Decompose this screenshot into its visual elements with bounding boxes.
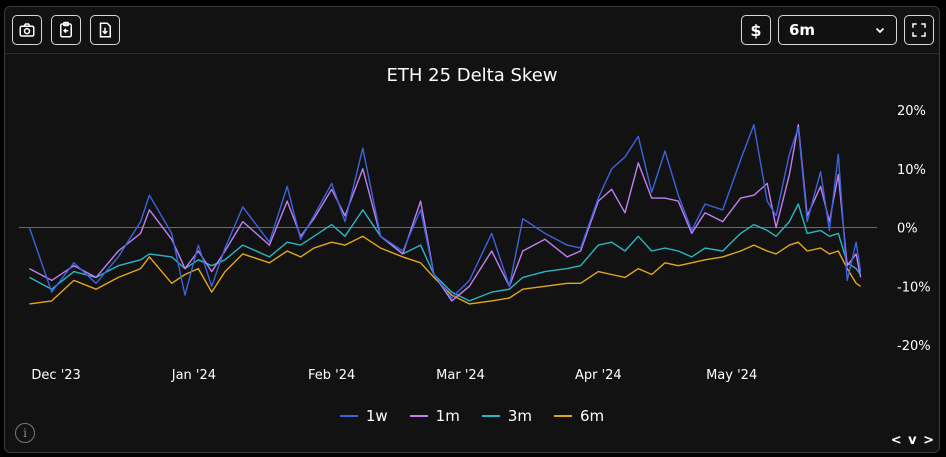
series-line-3m	[29, 203, 862, 302]
chart-legend: 1w 1m 3m 6m	[5, 407, 939, 425]
fullscreen-button[interactable]	[904, 15, 934, 45]
line-chart: 20% 10% 0% -10% -20% Dec '23 Jan '24 Feb '24 Mar…	[19, 104, 931, 383]
screenshot-button[interactable]	[12, 15, 42, 45]
x-tick-label: Feb '24	[308, 368, 355, 383]
info-icon[interactable]: i	[15, 423, 35, 443]
legend-label: 1w	[365, 407, 388, 425]
y-tick-label: 10%	[897, 163, 926, 178]
legend-item-3m[interactable]: 3m	[481, 407, 532, 425]
currency-button[interactable]: $	[741, 15, 771, 45]
currency-label: $	[750, 20, 762, 40]
series-line-6m	[29, 235, 861, 305]
copy-button[interactable]	[51, 15, 81, 45]
chevron-down-icon	[875, 27, 885, 34]
y-tick-label: 20%	[897, 104, 926, 119]
download-button[interactable]	[90, 15, 120, 45]
series-line-1w	[28, 123, 862, 299]
camera-icon	[19, 23, 35, 37]
x-tick-label: Apr '24	[575, 368, 622, 383]
y-tick-label: 0%	[897, 222, 918, 237]
y-tick-label: -20%	[897, 339, 931, 354]
download-file-icon	[99, 22, 111, 38]
period-select-value: 6m	[789, 21, 816, 39]
clipboard-copy-icon	[60, 21, 72, 38]
legend-swatch	[409, 415, 428, 417]
legend-item-1w[interactable]: 1w	[339, 407, 388, 425]
x-tick-label: Mar '24	[436, 368, 485, 383]
x-tick-label: Dec '23	[31, 368, 80, 383]
y-tick-label: -10%	[897, 280, 931, 295]
legend-item-6m[interactable]: 6m	[553, 407, 605, 425]
chart-nav-control[interactable]: < v >	[890, 433, 935, 448]
legend-swatch	[481, 415, 500, 417]
x-tick-label: Jan '24	[171, 368, 216, 383]
legend-swatch	[339, 415, 358, 417]
chart-panel: $ 6m ETH 25 Delta Skew 20% 10% 0% -10% -20% D…	[4, 6, 940, 453]
legend-label: 3m	[507, 407, 532, 425]
x-tick-label: May '24	[706, 368, 757, 383]
legend-item-1m[interactable]: 1m	[409, 407, 460, 425]
legend-label: 6m	[579, 407, 605, 425]
legend-swatch	[553, 415, 572, 417]
toolbar: $ 6m	[5, 7, 939, 54]
period-select[interactable]: 6m	[778, 15, 897, 45]
legend-label: 1m	[435, 407, 460, 425]
fullscreen-icon	[912, 23, 926, 37]
chart-title: ETH 25 Delta Skew	[386, 65, 558, 86]
series-line-1m	[29, 123, 862, 302]
